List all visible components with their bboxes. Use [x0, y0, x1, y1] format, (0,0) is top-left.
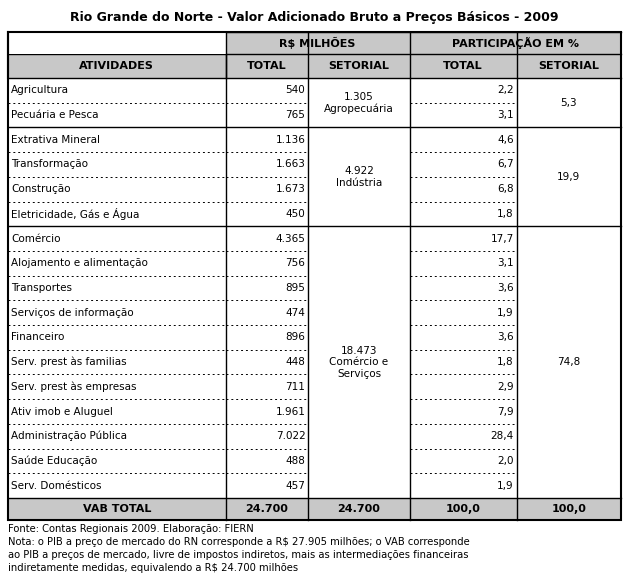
- Text: 6,7: 6,7: [497, 160, 514, 169]
- Text: 3,1: 3,1: [497, 258, 514, 268]
- Bar: [226, 32, 409, 54]
- Text: Serv. prest às empresas: Serv. prest às empresas: [11, 381, 136, 392]
- Text: Transformação: Transformação: [11, 160, 88, 169]
- Text: 5,3: 5,3: [560, 98, 577, 108]
- Text: 1.961: 1.961: [276, 407, 305, 416]
- Text: Ativ imob e Aluguel: Ativ imob e Aluguel: [11, 407, 113, 416]
- Text: 1.673: 1.673: [276, 184, 305, 194]
- Text: 74,8: 74,8: [557, 357, 581, 367]
- Text: PARTICIPAÇÃO EM %: PARTICIPAÇÃO EM %: [452, 37, 579, 49]
- Text: 24.700: 24.700: [245, 504, 289, 514]
- Text: ao PIB a preços de mercado, livre de impostos indiretos, mais as intermediações : ao PIB a preços de mercado, livre de imp…: [8, 550, 469, 560]
- Text: 7,9: 7,9: [497, 407, 514, 416]
- Text: Fonte: Contas Regionais 2009. Elaboração: FIERN: Fonte: Contas Regionais 2009. Elaboração…: [8, 524, 253, 534]
- Bar: [409, 32, 621, 54]
- Text: 448: 448: [286, 357, 305, 367]
- Text: Pecuária e Pesca: Pecuária e Pesca: [11, 110, 99, 120]
- Text: indiretamente medidas, equivalendo a R$ 24.700 milhões: indiretamente medidas, equivalendo a R$ …: [8, 563, 298, 573]
- Text: 474: 474: [286, 308, 305, 318]
- Text: Serv. Domésticos: Serv. Domésticos: [11, 480, 101, 491]
- Text: SETORIAL: SETORIAL: [538, 61, 599, 71]
- Text: 1,8: 1,8: [497, 209, 514, 219]
- Text: 7.022: 7.022: [276, 431, 305, 441]
- Text: ATIVIDADES: ATIVIDADES: [79, 61, 154, 71]
- Text: 3,6: 3,6: [497, 283, 514, 293]
- Text: VAB TOTAL: VAB TOTAL: [82, 504, 151, 514]
- Text: 1,8: 1,8: [497, 357, 514, 367]
- Text: 18.473
Comércio e
Serviços: 18.473 Comércio e Serviços: [330, 346, 389, 378]
- Text: 488: 488: [286, 456, 305, 466]
- Text: 896: 896: [286, 332, 305, 342]
- Text: TOTAL: TOTAL: [247, 61, 287, 71]
- Text: Serviços de informação: Serviços de informação: [11, 308, 133, 318]
- Text: 1,9: 1,9: [497, 308, 514, 318]
- Text: 2,2: 2,2: [497, 85, 514, 96]
- Text: 3,6: 3,6: [497, 332, 514, 342]
- Text: Nota: o PIB a preço de mercado do RN corresponde a R$ 27.905 milhões; o VAB corr: Nota: o PIB a preço de mercado do RN cor…: [8, 537, 470, 547]
- Text: 17,7: 17,7: [491, 234, 514, 244]
- Text: 100,0: 100,0: [552, 504, 586, 514]
- Text: 6,8: 6,8: [497, 184, 514, 194]
- Text: 1,9: 1,9: [497, 480, 514, 491]
- Text: 1.305
Agropecuária: 1.305 Agropecuária: [324, 92, 394, 114]
- Text: 2,9: 2,9: [497, 382, 514, 392]
- Text: 3,1: 3,1: [497, 110, 514, 120]
- Text: 540: 540: [286, 85, 305, 96]
- Text: 457: 457: [286, 480, 305, 491]
- Bar: [8, 32, 621, 520]
- Bar: [8, 54, 621, 78]
- Text: 24.700: 24.700: [338, 504, 381, 514]
- Text: Saúde Educação: Saúde Educação: [11, 456, 97, 466]
- Text: 711: 711: [286, 382, 305, 392]
- Text: Eletricidade, Gás e Água: Eletricidade, Gás e Água: [11, 208, 140, 220]
- Text: R$ MILHÕES: R$ MILHÕES: [279, 37, 356, 49]
- Text: TOTAL: TOTAL: [443, 61, 483, 71]
- Text: Agricultura: Agricultura: [11, 85, 69, 96]
- Text: Extrativa Mineral: Extrativa Mineral: [11, 135, 100, 145]
- Text: 1.663: 1.663: [276, 160, 305, 169]
- Bar: [8, 32, 226, 54]
- Text: 2,0: 2,0: [498, 456, 514, 466]
- Text: 4,6: 4,6: [497, 135, 514, 145]
- Bar: [8, 498, 621, 520]
- Text: 756: 756: [286, 258, 305, 268]
- Text: 450: 450: [286, 209, 305, 219]
- Text: Construção: Construção: [11, 184, 70, 194]
- Text: Serv. prest às familias: Serv. prest às familias: [11, 357, 126, 367]
- Text: 895: 895: [286, 283, 305, 293]
- Text: Administração Pública: Administração Pública: [11, 431, 127, 441]
- Text: Financeiro: Financeiro: [11, 332, 64, 342]
- Text: 1.136: 1.136: [276, 135, 305, 145]
- Text: Alojamento e alimentação: Alojamento e alimentação: [11, 258, 148, 268]
- Text: 765: 765: [286, 110, 305, 120]
- Text: 4.922
Indústria: 4.922 Indústria: [336, 166, 382, 188]
- Text: 100,0: 100,0: [446, 504, 481, 514]
- Text: 4.365: 4.365: [276, 234, 305, 244]
- Text: 19,9: 19,9: [557, 172, 581, 182]
- Text: Comércio: Comércio: [11, 234, 60, 244]
- Text: SETORIAL: SETORIAL: [328, 61, 389, 71]
- Text: Rio Grande do Norte - Valor Adicionado Bruto a Preços Básicos - 2009: Rio Grande do Norte - Valor Adicionado B…: [70, 12, 559, 25]
- Text: 28,4: 28,4: [491, 431, 514, 441]
- Text: Transportes: Transportes: [11, 283, 72, 293]
